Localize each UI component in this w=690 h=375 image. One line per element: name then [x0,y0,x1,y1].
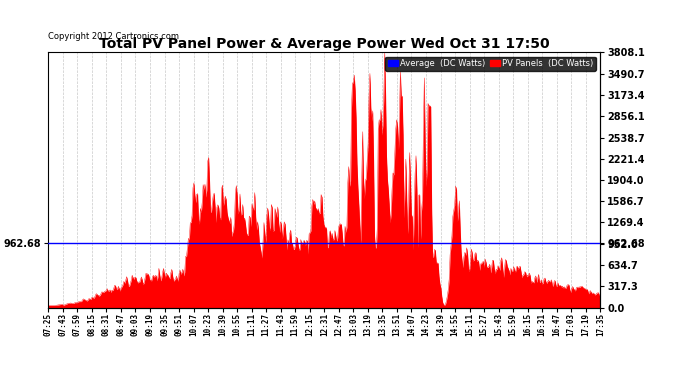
Text: Copyright 2012 Cartronics.com: Copyright 2012 Cartronics.com [48,32,179,41]
Title: Total PV Panel Power & Average Power Wed Oct 31 17:50: Total PV Panel Power & Average Power Wed… [99,38,550,51]
Legend: Average  (DC Watts), PV Panels  (DC Watts): Average (DC Watts), PV Panels (DC Watts) [386,57,596,70]
